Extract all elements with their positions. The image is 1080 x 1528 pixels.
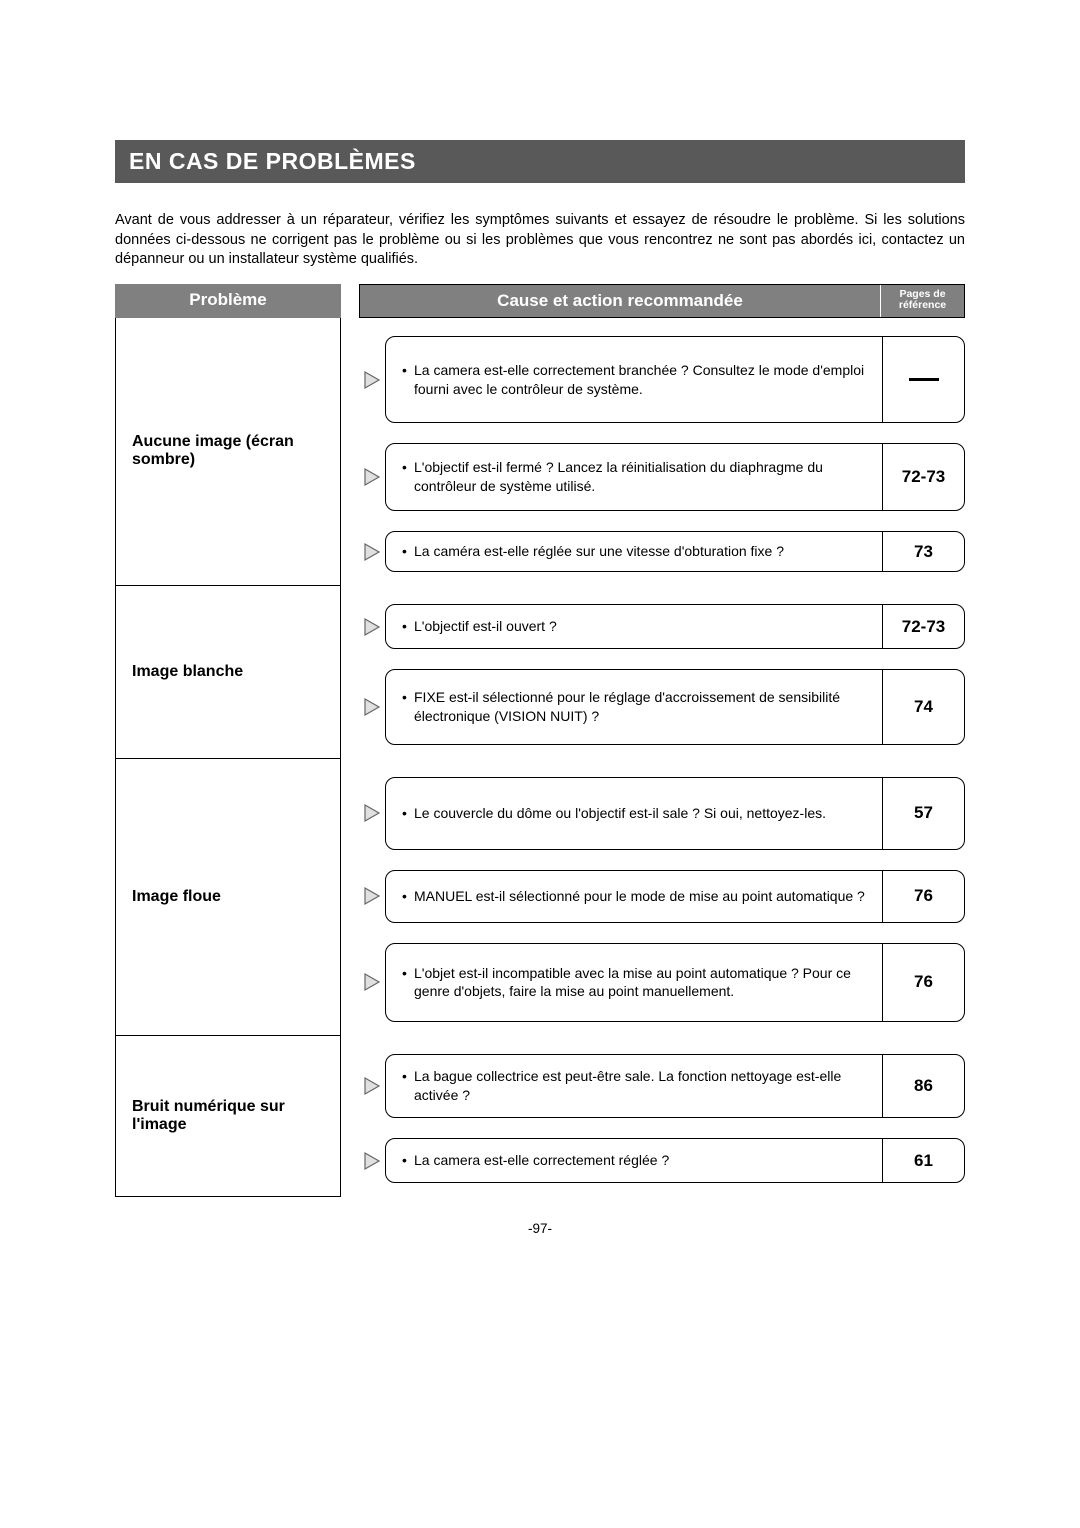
page-reference: 73 [882,532,964,571]
arrow-icon [359,466,385,488]
page-reference: 74 [882,670,964,744]
cause-item: La camera est-elle correctement branchée… [359,336,965,424]
causes-column: La camera est-elle correctement branchée… [359,318,965,586]
page-reference: 72-73 [882,444,964,510]
cause-item: La bague collectrice est peut-être sale.… [359,1054,965,1118]
cause-item: La caméra est-elle réglée sur une vitess… [359,531,965,572]
cause-item: MANUEL est-il sélectionné pour le mode d… [359,870,965,923]
header-cause: Cause et action recommandée [360,285,880,317]
problem-cell: Aucune image (écran sombre) [115,318,341,586]
problem-cell: Bruit numérique sur l'image [115,1036,341,1197]
cause-item: FIXE est-il sélectionné pour le réglage … [359,669,965,745]
cause-text: L'objet est-il incompatible avec la mise… [386,944,882,1022]
cause-text: La camera est-elle correctement branchée… [386,337,882,423]
arrow-icon [359,802,385,824]
arrow-icon [359,369,385,391]
cause-item: La camera est-elle correctement réglée ?… [359,1138,965,1183]
header-problem: Problème [115,284,341,318]
cause-text: FIXE est-il sélectionné pour le réglage … [386,670,882,744]
table-header-row: Problème Cause et action recommandée Pag… [115,284,965,318]
cause-box: Le couvercle du dôme ou l'objectif est-i… [385,777,965,850]
problem-cell: Image floue [115,759,341,1037]
cause-box: La bague collectrice est peut-être sale.… [385,1054,965,1118]
page-reference: 61 [882,1139,964,1182]
table-row: Bruit numérique sur l'image La bague coll… [115,1036,965,1197]
table-body: Aucune image (écran sombre) La camera est… [115,318,965,1197]
arrow-icon [359,696,385,718]
cause-box: La caméra est-elle réglée sur une vitess… [385,531,965,572]
cause-text: La camera est-elle correctement réglée ? [386,1139,882,1182]
header-cause-wrap: Cause et action recommandée Pages deréfé… [359,284,965,318]
problem-cell: Image blanche [115,586,341,759]
page-reference: 86 [882,1055,964,1117]
cause-text: L'objectif est-il ouvert ? [386,605,882,648]
cause-box: L'objectif est-il fermé ? Lancez la réin… [385,443,965,511]
cause-box: La camera est-elle correctement branchée… [385,336,965,424]
cause-text: La caméra est-elle réglée sur une vitess… [386,532,882,571]
table-row: Image floue Le couvercle du dôme ou l'obj… [115,759,965,1037]
cause-text: MANUEL est-il sélectionné pour le mode d… [386,871,882,922]
arrow-icon [359,885,385,907]
cause-box: FIXE est-il sélectionné pour le réglage … [385,669,965,745]
page-reference: 57 [882,778,964,849]
cause-box: MANUEL est-il sélectionné pour le mode d… [385,870,965,923]
cause-item: Le couvercle du dôme ou l'objectif est-i… [359,777,965,850]
arrow-icon [359,1150,385,1172]
cause-box: L'objet est-il incompatible avec la mise… [385,943,965,1023]
cause-item: L'objet est-il incompatible avec la mise… [359,943,965,1023]
page-reference: 72-73 [882,605,964,648]
page-reference: 76 [882,944,964,1022]
cause-item: L'objectif est-il fermé ? Lancez la réin… [359,443,965,511]
cause-item: L'objectif est-il ouvert ?72-73 [359,604,965,649]
arrow-icon [359,616,385,638]
page-number: -97- [115,1221,965,1236]
arrow-icon [359,1075,385,1097]
table-row: Image blancheL'objectif est-il ouvert ?7… [115,586,965,759]
cause-text: La bague collectrice est peut-être sale.… [386,1055,882,1117]
cause-box: La camera est-elle correctement réglée ?… [385,1138,965,1183]
cause-text: L'objectif est-il fermé ? Lancez la réin… [386,444,882,510]
intro-text: Avant de vous addresser à un réparateur,… [115,211,965,270]
page-reference: 76 [882,871,964,922]
arrow-icon [359,971,385,993]
causes-column: La bague collectrice est peut-être sale.… [359,1036,965,1197]
table-row: Aucune image (écran sombre) La camera est… [115,318,965,586]
arrow-icon [359,541,385,563]
page-reference [882,337,964,423]
causes-column: Le couvercle du dôme ou l'objectif est-i… [359,759,965,1037]
section-title: EN CAS DE PROBLÈMES [115,140,965,183]
causes-column: L'objectif est-il ouvert ?72-73FIXE est-… [359,586,965,759]
header-pages: Pages deréférence [880,285,964,317]
cause-box: L'objectif est-il ouvert ?72-73 [385,604,965,649]
cause-text: Le couvercle du dôme ou l'objectif est-i… [386,778,882,849]
